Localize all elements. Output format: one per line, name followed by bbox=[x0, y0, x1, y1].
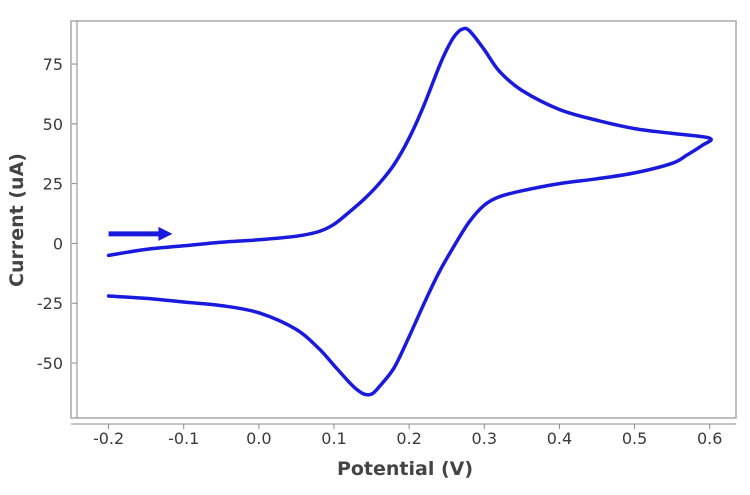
y-axis-title: Current (uA) bbox=[6, 153, 28, 287]
x-tick-label: 0.5 bbox=[622, 429, 647, 448]
data-point bbox=[520, 189, 524, 193]
x-tick-label: -0.1 bbox=[168, 429, 199, 448]
arrow-head bbox=[158, 226, 173, 241]
data-point bbox=[452, 244, 456, 248]
data-point bbox=[497, 69, 501, 73]
data-point bbox=[595, 118, 599, 122]
data-point bbox=[106, 294, 111, 298]
plot-frame bbox=[70, 20, 737, 419]
data-point bbox=[670, 161, 674, 165]
data-point bbox=[557, 182, 562, 186]
data-point bbox=[219, 303, 223, 308]
direction-arrow bbox=[108, 226, 173, 241]
data-point bbox=[354, 387, 359, 391]
data-point bbox=[437, 64, 441, 69]
data-point bbox=[182, 244, 186, 248]
data-point bbox=[407, 335, 411, 339]
x-tick-label: 0.2 bbox=[396, 429, 421, 448]
data-point bbox=[708, 136, 712, 140]
data-point bbox=[144, 296, 148, 301]
data-point bbox=[670, 131, 674, 136]
x-axis-title: Potential (V) bbox=[337, 458, 473, 480]
y-tick-label: -50 bbox=[37, 354, 63, 373]
data-point bbox=[497, 195, 501, 199]
data-point bbox=[407, 136, 411, 140]
data-point bbox=[467, 220, 471, 224]
y-tick-label: 25 bbox=[43, 175, 63, 194]
data-point bbox=[332, 222, 336, 226]
x-tick-label: 0.1 bbox=[321, 429, 346, 448]
y-tick-label: -25 bbox=[37, 294, 63, 313]
x-tick-label: -0.2 bbox=[93, 429, 124, 448]
data-point bbox=[317, 229, 321, 234]
data-point bbox=[257, 311, 261, 315]
data-point bbox=[392, 162, 396, 167]
data-point bbox=[377, 182, 381, 186]
data-point bbox=[482, 48, 486, 52]
y-axis: -50 -25 0 25 50 75 bbox=[37, 21, 78, 418]
data-point bbox=[422, 301, 426, 305]
data-point bbox=[317, 347, 321, 351]
data-point bbox=[332, 363, 336, 367]
data-point bbox=[437, 270, 441, 274]
data-point bbox=[362, 392, 366, 396]
series-group bbox=[106, 26, 713, 397]
data-point bbox=[460, 27, 464, 31]
data-point bbox=[467, 28, 471, 33]
data-point bbox=[422, 103, 426, 107]
data-point bbox=[294, 327, 299, 332]
data-point bbox=[445, 48, 449, 52]
x-tick-label: 0.0 bbox=[246, 429, 271, 448]
cv-curve bbox=[106, 26, 713, 397]
data-point bbox=[595, 177, 599, 181]
x-tick-label: 0.3 bbox=[472, 429, 497, 448]
data-point bbox=[347, 380, 351, 384]
x-tick-label: 0.6 bbox=[697, 429, 722, 448]
data-point bbox=[106, 253, 111, 257]
data-point bbox=[557, 107, 562, 112]
x-axis: -0.2 -0.1 0.0 0.1 0.2 0.3 0.4 0.5 0.6 bbox=[71, 423, 736, 448]
data-point bbox=[369, 392, 374, 396]
data-point bbox=[632, 127, 637, 131]
data-point bbox=[182, 300, 186, 304]
data-point bbox=[452, 34, 456, 39]
y-tick-label: 0 bbox=[53, 234, 63, 253]
y-tick-label: 50 bbox=[43, 115, 63, 134]
data-point bbox=[347, 210, 351, 214]
data-point bbox=[377, 385, 381, 389]
x-tick-label: 0.4 bbox=[547, 429, 572, 448]
data-point bbox=[392, 366, 396, 370]
data-point bbox=[520, 88, 524, 92]
data-point bbox=[219, 240, 223, 244]
y-tick-label: 75 bbox=[43, 55, 63, 74]
data-point bbox=[482, 203, 486, 207]
data-point bbox=[144, 247, 148, 251]
data-point bbox=[257, 238, 261, 242]
data-point bbox=[294, 234, 299, 238]
data-point bbox=[632, 171, 637, 175]
data-point bbox=[700, 143, 704, 147]
data-point bbox=[685, 153, 689, 157]
data-point bbox=[362, 197, 366, 201]
